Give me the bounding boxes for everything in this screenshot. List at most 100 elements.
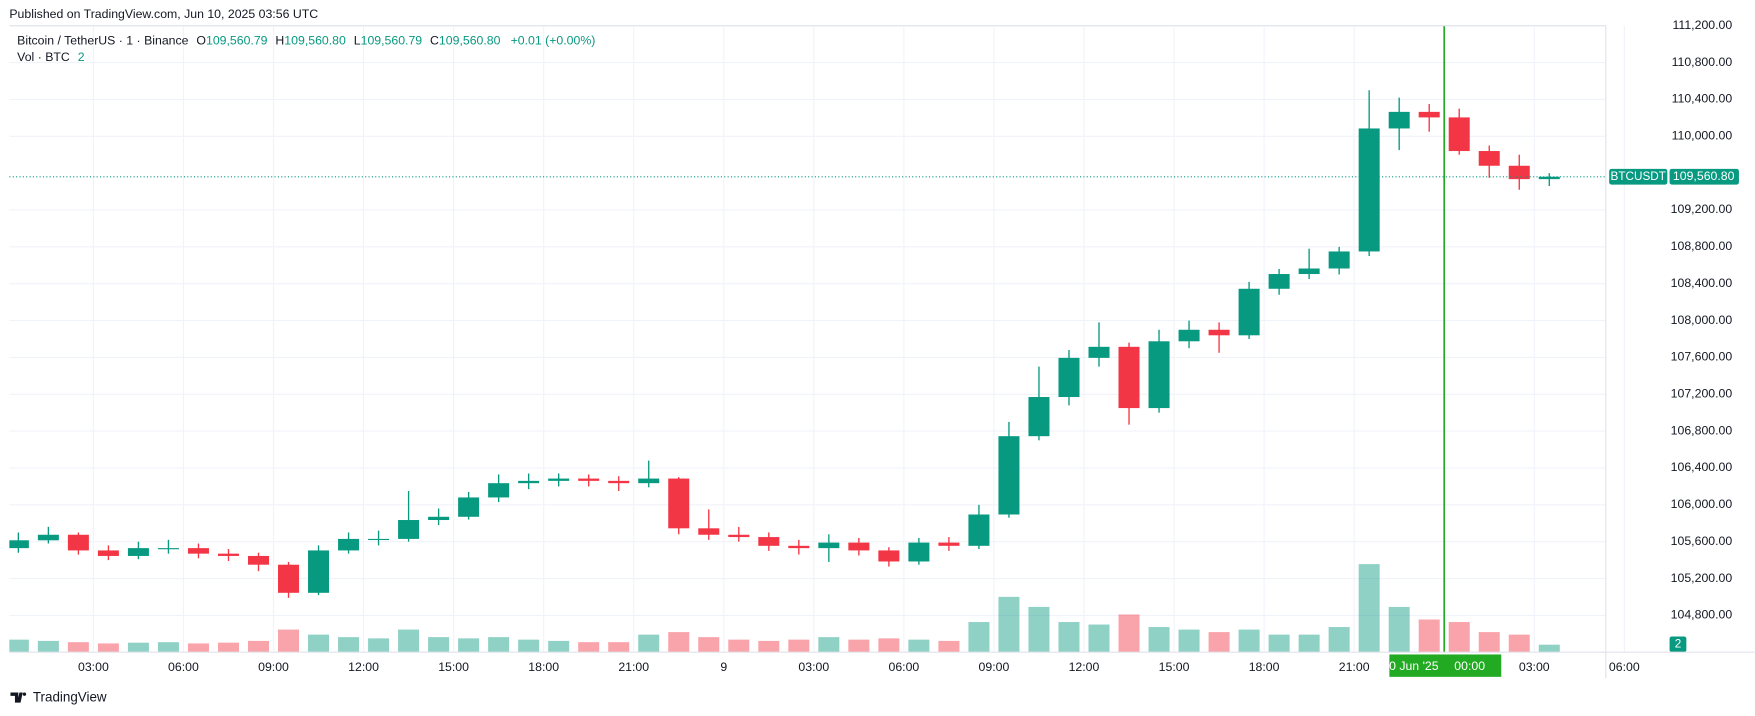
y-tick-label: 107,600.00 (1671, 350, 1733, 364)
candle-body (1208, 329, 1230, 336)
volume-bar (968, 622, 990, 653)
ohlc-value: 109,560.79 (361, 34, 423, 48)
last-price-value-box (1669, 168, 1739, 185)
volume-bar (1448, 622, 1470, 653)
x-tick-label: 03:00 (798, 660, 829, 674)
legend-volume-line: Vol · BTC 2 (17, 50, 85, 64)
x-tick-label: 12:00 (348, 660, 379, 674)
volume-bar (458, 638, 480, 653)
x-tick-label: 06:00 (168, 660, 199, 674)
x-tick-label: 06:00 (1609, 660, 1640, 674)
volume-bar (998, 596, 1020, 653)
y-tick-label: 110,800.00 (1672, 55, 1733, 69)
candle-body (247, 555, 270, 565)
candle-body (938, 542, 960, 546)
y-tick-label: 106,800.00 (1671, 423, 1733, 437)
volume-bar (1208, 632, 1230, 653)
volume-bar (698, 637, 720, 653)
candle-body (608, 480, 630, 484)
volume-bar (398, 629, 420, 653)
candle-body (398, 520, 420, 539)
y-tick-label: 106,400.00 (1671, 460, 1733, 474)
candle-body (1088, 346, 1110, 358)
candle-body (1238, 288, 1260, 336)
candle-body (1358, 128, 1380, 252)
y-tick-label: 104,800.00 (1671, 608, 1733, 622)
candle-body (908, 542, 930, 562)
y-tick-label: 109,200.00 (1671, 202, 1733, 216)
y-tick-label: 111,200.00 (1673, 18, 1733, 32)
last-price-value: 109,560.80 (1673, 169, 1735, 183)
candle-body (668, 478, 690, 529)
brand-logo (10, 692, 23, 703)
candle-body (1148, 341, 1170, 409)
x-tick-label: 9 (720, 660, 727, 674)
candle-body (67, 534, 89, 551)
candle-body (1328, 251, 1350, 269)
x-tick-label: 18:00 (1249, 660, 1280, 674)
x-tick-label: 15:00 (1159, 660, 1190, 674)
candle-body (758, 537, 780, 546)
candle-body (1388, 111, 1410, 129)
candle-body (998, 436, 1020, 515)
candle-body (788, 545, 810, 549)
candle-body (1268, 274, 1290, 289)
candle-body (1448, 117, 1470, 152)
volume-bar (938, 640, 960, 653)
ohlc-value: 109,560.80 (439, 34, 501, 48)
x-tick-label: 03:00 (1519, 660, 1550, 674)
x-tick-label: 21:00 (1339, 660, 1370, 674)
volume-bar (1088, 624, 1110, 653)
candle-body (217, 553, 239, 556)
candle-body (578, 478, 600, 481)
y-tick-label: 110,400.00 (1672, 92, 1733, 106)
volume-bar (1328, 627, 1350, 653)
volume-label: Vol · BTC (17, 50, 70, 64)
x-tick-label: 06:00 (888, 660, 919, 674)
crosshair-date: 10 Jun '25 (1382, 659, 1439, 673)
x-tick-label: 03:00 (78, 660, 109, 674)
candle-body (9, 540, 29, 549)
y-tick-label: 106,000.00 (1671, 497, 1733, 511)
volume-bar (1538, 644, 1560, 653)
published-note: Published on TradingView.com, Jun 10, 20… (9, 7, 318, 21)
y-tick-label: 108,000.00 (1671, 313, 1733, 327)
candle-body (548, 478, 570, 481)
candle-body (97, 550, 119, 556)
x-tick-label: 09:00 (979, 660, 1010, 674)
volume-bar (338, 637, 360, 653)
symbol: Bitcoin / TetherUS · 1 · Binance (17, 34, 188, 48)
x-tick-label: 15:00 (438, 660, 469, 674)
candle-body (1418, 111, 1440, 118)
volume-bar (1238, 629, 1260, 653)
volume-bar (37, 640, 59, 653)
volume-bar (217, 642, 239, 653)
candle-body (698, 528, 720, 535)
price-pane (9, 90, 1560, 598)
ohlc-key: H (275, 34, 284, 48)
candle-body (368, 538, 390, 541)
candle-body (187, 548, 209, 554)
candle-body (518, 480, 540, 484)
candle-body (728, 534, 750, 538)
volume-bar (878, 638, 900, 653)
candle-body (1058, 357, 1080, 398)
candle-body (1178, 329, 1200, 342)
volume-bar (1148, 627, 1170, 653)
y-tick-label: 107,200.00 (1671, 387, 1733, 401)
volume-pane (9, 564, 1560, 653)
candle-body (428, 516, 450, 521)
volume-now: 2 (1675, 637, 1682, 650)
volume-bar (848, 639, 870, 653)
change: +0.01 (+0.00%) (511, 34, 596, 48)
y-tick-label: 108,800.00 (1671, 239, 1733, 253)
volume-bar (548, 640, 570, 653)
volume-bar (428, 637, 450, 653)
candle-body (968, 514, 990, 546)
ohlc-value: 109,560.80 (284, 34, 346, 48)
ohlc-key: C (430, 34, 439, 48)
volume-bar (247, 640, 270, 653)
candle-body (488, 483, 510, 498)
